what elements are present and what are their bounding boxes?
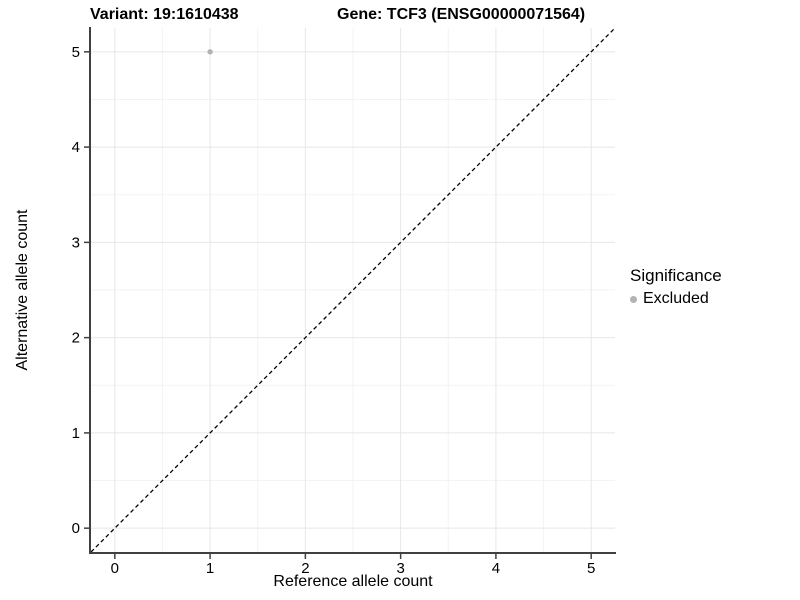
x-tick-label: 0 [111, 560, 119, 577]
y-tick-label: 4 [72, 139, 80, 156]
y-tick-label: 3 [72, 234, 80, 251]
x-tick-label: 5 [587, 560, 595, 577]
plot-title-gene: Gene: TCF3 (ENSG00000071564) [337, 6, 586, 23]
y-axis-title: Alternative allele count [14, 209, 31, 371]
y-tick-label: 1 [72, 425, 80, 442]
x-tick-label: 4 [492, 560, 500, 577]
plot-title-variant: Variant: 19:1610438 [90, 6, 239, 23]
y-tick-label: 0 [72, 520, 80, 537]
x-tick-label: 1 [206, 560, 214, 577]
data-point [207, 49, 213, 55]
legend: Significance Excluded [630, 266, 722, 308]
x-axis-title: Reference allele count [273, 573, 433, 590]
legend-item-label: Excluded [643, 290, 709, 307]
x-tick-label: 2 [301, 560, 309, 577]
legend-item-excluded: Excluded [630, 290, 722, 308]
legend-point-icon [630, 295, 637, 303]
y-tick-label: 2 [72, 330, 80, 347]
y-tick-label: 5 [72, 44, 80, 61]
identity-line [90, 27, 616, 553]
legend-title: Significance [630, 266, 722, 285]
x-tick-label: 3 [396, 560, 404, 577]
